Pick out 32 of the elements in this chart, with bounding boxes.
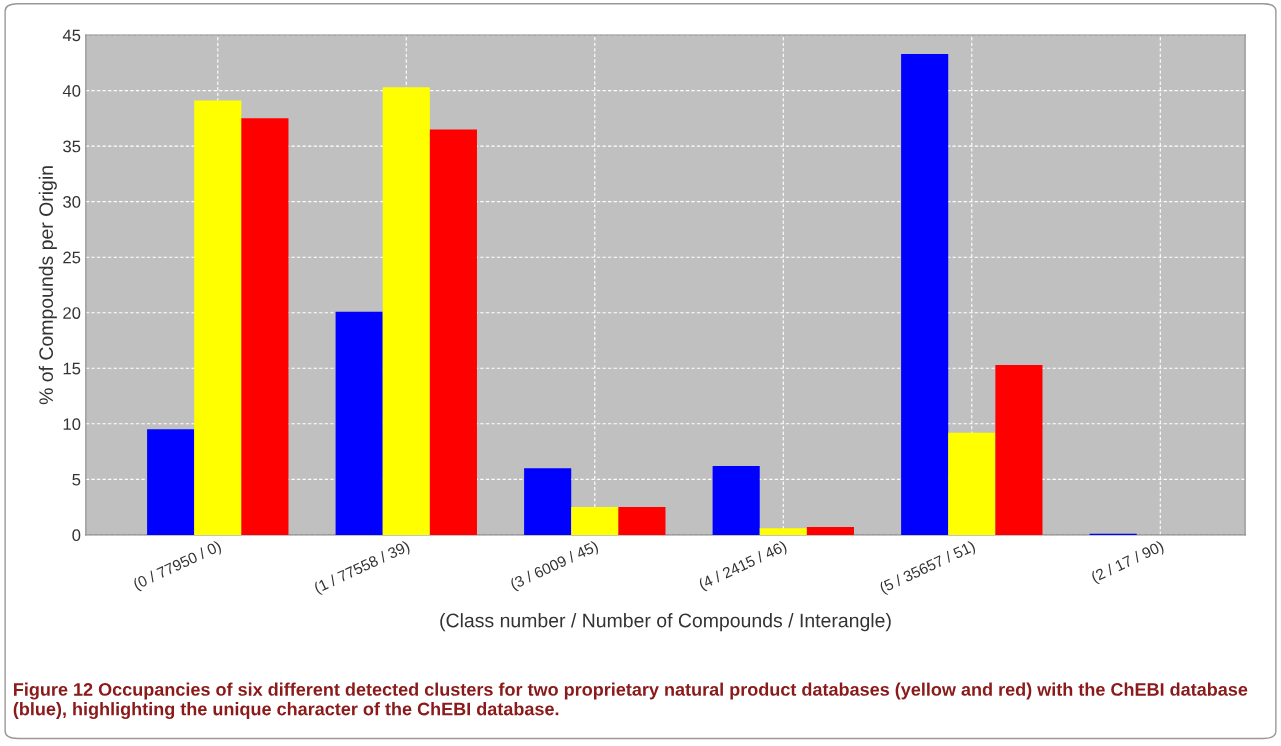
y-tick-label: 0 (72, 529, 81, 542)
bar (147, 429, 195, 535)
x-tick-label: (4 / 2415 / 46) (697, 540, 789, 593)
y-tick-label: 35 (63, 140, 81, 153)
y-tick-label: 30 (63, 196, 81, 208)
bar (901, 53, 949, 535)
bar (335, 311, 383, 535)
bar (571, 507, 619, 535)
bar (382, 87, 430, 535)
y-axis-title: % of Compounds per Origin (38, 166, 57, 405)
bar (806, 527, 854, 535)
y-tick-label: 45 (62, 29, 81, 42)
x-tick-label: (1 / 77558 / 39) (313, 540, 412, 597)
y-tick-label: 25 (63, 251, 81, 264)
bar (759, 528, 807, 535)
x-tick-label: (3 / 6009 / 45) (509, 540, 600, 593)
bar (241, 118, 289, 535)
bar (194, 100, 242, 535)
y-tick-label: 15 (63, 362, 81, 375)
x-tick-label: (2 / 17 / 90) (1090, 540, 1166, 586)
bar (995, 364, 1043, 535)
bar (524, 468, 572, 535)
y-tick-label: 40 (62, 85, 81, 97)
y-tick-label: 5 (72, 473, 81, 486)
bar (948, 432, 996, 535)
y-tick-label: 10 (63, 418, 81, 431)
bar (618, 507, 666, 535)
y-tick-label: 20 (63, 307, 81, 319)
caption: Figure 12 Occupancies of six different detected clusters for two proprietary natural product databases (yellow and red) with the ChEBI database (blue), highlighting the unique character of the ChEBI database. (13, 682, 1248, 720)
x-axis-title: (Class number / Number of Compounds / Interangle) (440, 613, 891, 632)
bar (712, 466, 760, 535)
bar (429, 129, 477, 535)
